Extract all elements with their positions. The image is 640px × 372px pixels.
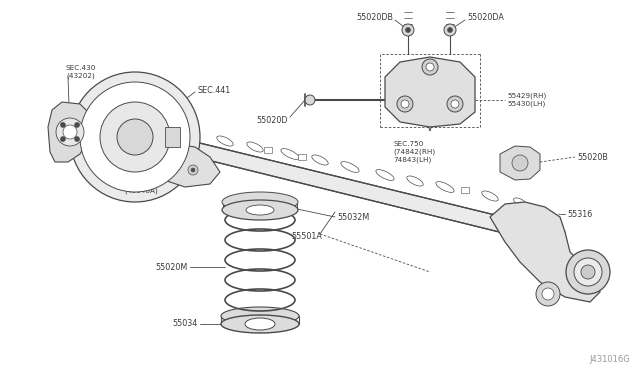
Circle shape (117, 119, 153, 155)
Circle shape (63, 125, 77, 139)
Ellipse shape (221, 315, 299, 333)
Circle shape (536, 282, 560, 306)
Circle shape (75, 122, 79, 128)
Bar (298, 154, 306, 160)
Text: 55020DA: 55020DA (467, 13, 504, 22)
Circle shape (444, 24, 456, 36)
Circle shape (100, 102, 170, 172)
Circle shape (566, 250, 610, 294)
Ellipse shape (245, 318, 275, 330)
Circle shape (397, 96, 413, 112)
Text: 55034: 55034 (173, 320, 198, 328)
Ellipse shape (513, 198, 527, 206)
Circle shape (60, 122, 65, 128)
Circle shape (542, 288, 554, 300)
Circle shape (447, 96, 463, 112)
Circle shape (60, 137, 65, 142)
Circle shape (401, 100, 409, 108)
Circle shape (191, 168, 195, 172)
Ellipse shape (312, 155, 328, 165)
Text: 55501A: 55501A (291, 231, 322, 241)
Polygon shape (150, 144, 220, 187)
Circle shape (512, 155, 528, 171)
Ellipse shape (436, 182, 454, 192)
Circle shape (402, 24, 414, 36)
Circle shape (70, 72, 200, 202)
Circle shape (406, 28, 410, 32)
Polygon shape (385, 57, 475, 127)
Text: 55316: 55316 (567, 209, 592, 218)
Circle shape (426, 63, 434, 71)
Text: J431016G: J431016G (589, 355, 630, 364)
Text: 55429(RH)
55430(LH): 55429(RH) 55430(LH) (507, 93, 547, 107)
Circle shape (188, 165, 198, 175)
Circle shape (422, 59, 438, 75)
Ellipse shape (222, 200, 298, 220)
Circle shape (574, 258, 602, 286)
Text: 55020DB: 55020DB (356, 13, 393, 22)
Text: 55020D: 55020D (257, 115, 288, 125)
Polygon shape (500, 146, 540, 180)
Text: 55032M: 55032M (337, 212, 369, 221)
Polygon shape (490, 202, 600, 302)
Polygon shape (48, 102, 90, 162)
Circle shape (581, 265, 595, 279)
Bar (165, 127, 180, 147)
Polygon shape (175, 137, 565, 247)
Bar (461, 187, 469, 193)
Ellipse shape (341, 161, 359, 172)
Text: SEC.750
(74842(RH)
74843(LH): SEC.750 (74842(RH) 74843(LH) (393, 141, 435, 163)
Circle shape (305, 95, 315, 105)
Bar (264, 147, 272, 153)
Ellipse shape (217, 136, 233, 146)
Ellipse shape (407, 176, 423, 186)
Ellipse shape (247, 142, 263, 152)
Text: 55020B: 55020B (577, 153, 608, 161)
Circle shape (56, 118, 84, 146)
Ellipse shape (281, 148, 299, 159)
Ellipse shape (221, 307, 299, 325)
Ellipse shape (246, 205, 274, 215)
Circle shape (75, 137, 79, 142)
Circle shape (451, 100, 459, 108)
Text: SEC.441: SEC.441 (197, 86, 230, 94)
Circle shape (80, 82, 190, 192)
Ellipse shape (482, 191, 498, 201)
Ellipse shape (376, 170, 394, 180)
Text: 55020M: 55020M (156, 263, 188, 272)
Text: SEC.430
(43040A): SEC.430 (43040A) (124, 180, 158, 194)
Circle shape (447, 28, 452, 32)
Text: SEC.430
(43202): SEC.430 (43202) (66, 65, 97, 79)
Ellipse shape (222, 192, 298, 212)
